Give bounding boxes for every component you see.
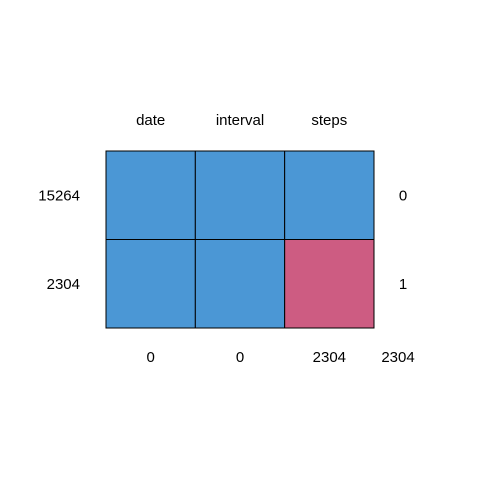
pattern-cells xyxy=(105,150,375,329)
cell-r1-date-observed xyxy=(105,239,196,329)
column-label-steps: steps xyxy=(311,112,347,129)
column-labels: date interval steps xyxy=(136,112,347,129)
cell-r1-steps-missing xyxy=(284,239,375,329)
row-missing-labels: 01 xyxy=(399,187,407,293)
row-missing-0: 0 xyxy=(399,187,407,204)
row-count-labels: 15264 2304 xyxy=(38,187,80,293)
row-count-1: 2304 xyxy=(47,276,80,293)
cell-r0-date-observed xyxy=(105,150,196,240)
total-missing-label: 2304 xyxy=(381,349,414,366)
column-total-steps: 2304 xyxy=(313,349,346,366)
column-total-interval: 0 xyxy=(236,349,244,366)
cell-r0-interval-observed xyxy=(194,150,286,240)
column-label-interval: interval xyxy=(216,112,264,129)
cell-r1-interval-observed xyxy=(194,239,286,329)
column-label-date: date xyxy=(136,112,165,129)
row-count-0: 15264 xyxy=(38,187,80,204)
column-total-date: 0 xyxy=(146,349,154,366)
row-missing-1: 1 xyxy=(399,276,407,293)
cell-r0-steps-observed xyxy=(284,150,375,240)
column-total-labels: 0 0 2304 xyxy=(146,349,346,366)
